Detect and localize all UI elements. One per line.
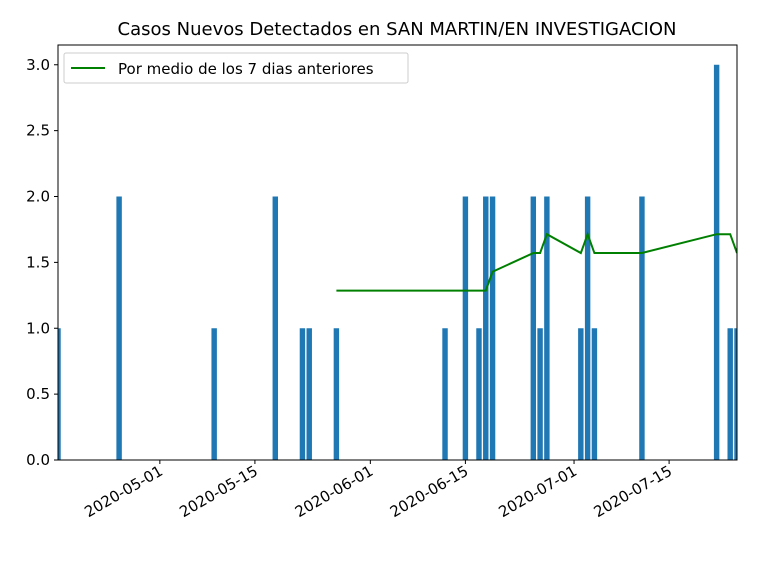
bar: [544, 196, 550, 460]
bar: [58, 328, 61, 460]
bar: [306, 328, 312, 460]
bar: [116, 196, 122, 460]
y-tick-label: 1.5: [26, 253, 50, 271]
bar: [333, 328, 340, 460]
lines-group: [336, 231, 737, 292]
bars-group: [58, 64, 737, 460]
bar: [578, 328, 584, 460]
chart-title: Casos Nuevos Detectados en SAN MARTIN/EN…: [118, 19, 677, 40]
legend-box: [63, 52, 409, 84]
plot-frame: [57, 44, 738, 461]
bar: [211, 328, 217, 460]
bar: [734, 328, 737, 460]
y-tick-label: 3.0: [26, 56, 50, 74]
legend: Por medio de los 7 dias anteriores: [63, 52, 409, 84]
bar: [584, 196, 591, 460]
y-tick-label: 1.0: [26, 319, 50, 337]
legend-label: Por medio de los 7 dias anteriores: [118, 60, 374, 78]
bar: [489, 196, 496, 460]
y-tick-label: 2.5: [26, 122, 50, 140]
series-line: [336, 231, 737, 292]
bar: [442, 328, 448, 460]
bar: [462, 196, 469, 460]
bar: [639, 196, 645, 460]
bar: [727, 328, 733, 460]
bar: [713, 64, 720, 460]
y-tick-label: 2.0: [26, 188, 50, 206]
bar: [537, 328, 543, 460]
y-tick-label: 0.5: [26, 385, 50, 403]
bar: [299, 328, 306, 460]
bar: [591, 328, 598, 460]
bar: [483, 196, 489, 460]
y-tick-label: 0.0: [26, 451, 50, 469]
bar: [272, 196, 278, 460]
bar: [530, 196, 537, 460]
bar: [476, 328, 482, 460]
